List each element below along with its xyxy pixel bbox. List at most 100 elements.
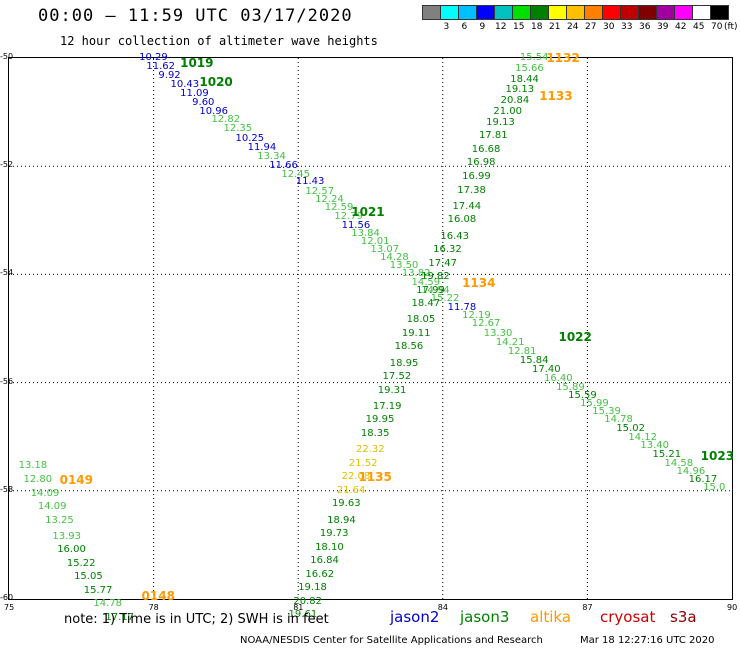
scale-swatch: [548, 5, 567, 20]
wave-height-value: 19.61: [288, 609, 318, 621]
scale-label: 21: [549, 22, 561, 32]
legend-s3a: s3a: [670, 608, 697, 626]
wave-height-value: 14.96: [676, 465, 706, 477]
scale-swatch: [620, 5, 639, 20]
wave-height-value: 18.47: [411, 298, 441, 310]
wave-height-value: 19.13: [486, 116, 515, 128]
wave-height-value: 15.84: [519, 354, 549, 366]
wave-height-value: 13.18: [18, 460, 48, 472]
wave-height-value: 22.08: [341, 471, 371, 483]
wave-height-value: 12.81: [507, 345, 537, 357]
wave-height-value: 16.00: [57, 544, 86, 556]
wave-height-value: 12.67: [471, 318, 501, 330]
scale-label: 39: [657, 22, 669, 32]
scale-swatch: [692, 5, 711, 20]
wave-height-value: 12.82: [211, 114, 241, 126]
wave-height-value: 18.95: [389, 357, 419, 369]
longitude-tick-label: 90: [727, 603, 738, 612]
wave-height-value: 21.00: [493, 106, 523, 118]
wave-height-value: 18.35: [360, 427, 390, 439]
map-plot-area: 10.29 11.62 9.92 10.43 11.09 9.60 10.96 12.82 12…: [8, 52, 735, 622]
longitude-tick-label: 84: [437, 603, 448, 612]
wave-height-value: 12.01: [360, 235, 390, 247]
wave-height-value: 13.34: [257, 151, 286, 162]
wave-height-value: 18.56: [394, 341, 424, 353]
wave-height-value: 14.78: [604, 414, 633, 426]
wave-height-value: 11.94: [247, 142, 277, 154]
wave-height-value: 12.24: [315, 193, 344, 205]
wave-height-value: 12.57: [305, 185, 335, 197]
scale-label: 70: [711, 22, 723, 32]
pass-time-label: 1135: [358, 470, 392, 485]
scale-swatch: [494, 5, 513, 20]
wave-height-value: 17.38: [457, 184, 486, 196]
latitude-tick-label: -60: [0, 593, 14, 602]
scale-swatch: [530, 5, 549, 20]
scale-swatch: [638, 5, 657, 20]
wave-height-value: 16.32: [433, 244, 462, 256]
scale-label: 18: [531, 22, 543, 32]
wave-height-value: 14.09: [37, 501, 67, 513]
pass-time-label: 1133: [539, 88, 573, 103]
wave-height-value: 17.19: [372, 400, 402, 412]
footer-timestamp: Mar 18 12:27:16 UTC 2020: [580, 635, 715, 646]
scale-swatch: [422, 5, 441, 20]
wave-height-value: 19.18: [298, 582, 327, 594]
wave-height-value: 19.63: [331, 498, 361, 510]
wave-height-value: 9.60: [192, 96, 215, 108]
scale-label: 33: [621, 22, 633, 32]
pass-time-label: 1132: [546, 51, 580, 65]
wave-height-value: 10.43: [170, 79, 200, 91]
wave-height-value: 15.89: [556, 382, 585, 393]
scale-swatch: [710, 5, 729, 20]
wave-height-value: 15.77: [83, 584, 113, 596]
wave-height-value: 16.62: [305, 568, 335, 580]
longitude-tick-label: 78: [148, 603, 159, 612]
pass-time-label: 1020: [199, 75, 233, 90]
pass-time-label: 0148: [141, 589, 175, 604]
scale-swatch: [458, 5, 477, 20]
scale-swatch: [512, 5, 531, 20]
footer-note: note: 1) Time is in UTC; 2) SWH is in fe…: [64, 612, 329, 627]
scale-label: 42: [675, 22, 687, 32]
wave-height-value: 20.84: [500, 95, 530, 107]
wave-height-value: 10.29: [139, 52, 168, 63]
wave-height-value: 19.73: [319, 528, 349, 540]
wave-height-value: 19.31: [377, 384, 407, 396]
longitude-tick-label: 81: [293, 603, 304, 612]
pass-time-label: 1134: [462, 275, 496, 290]
scale-label: 24: [567, 22, 579, 32]
wave-height-value: 19.13: [505, 84, 535, 96]
latitude-tick-label: -52: [0, 160, 14, 170]
scale-label: 27: [585, 22, 597, 32]
scale-swatch: [674, 5, 693, 20]
pass-time-label: 1022: [558, 329, 592, 344]
pass-time-label: 1023: [700, 448, 735, 463]
wave-height-value: 11.09: [180, 88, 209, 100]
wave-height-value: 14.21: [495, 337, 525, 349]
wave-height-value: 16.17: [688, 473, 718, 485]
wave-height-value: 16.99: [462, 171, 491, 183]
wave-height-value: 11.56: [341, 219, 371, 231]
wave-height-value: 21.64: [336, 484, 366, 496]
legend-jason2: jason2: [390, 608, 440, 626]
wave-height-value: 18.44: [510, 73, 539, 85]
wave-height-value: 14.28: [380, 252, 409, 264]
wave-height-value: 17.17: [105, 611, 135, 623]
wave-height-value: 15.0: [703, 482, 726, 494]
wave-height-value: 12.80: [23, 473, 53, 485]
wave-height-value: 15.59: [568, 390, 597, 402]
latitude-tick-label: -54: [0, 268, 14, 278]
wave-height-value: 16.40: [544, 372, 573, 384]
wave-height-value: 19.11: [401, 327, 431, 339]
wave-height-value: 16.98: [466, 157, 496, 169]
wave-height-value: 14.59: [411, 276, 441, 288]
wave-height-value: 15.05: [74, 571, 103, 583]
wave-height-value: 17.47: [428, 257, 457, 269]
wave-height-value: 15.39: [592, 406, 621, 418]
wave-height-value: 13.82: [401, 268, 431, 280]
map-grid: [9, 58, 732, 599]
pass-time-label: 0149: [59, 472, 94, 487]
latitude-tick-label: -50: [0, 52, 14, 61]
wave-height-value: 18.10: [315, 541, 344, 553]
